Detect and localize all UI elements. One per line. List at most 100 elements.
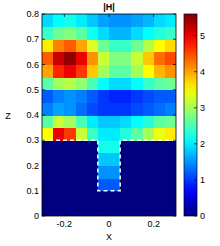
heat-cell (120, 102, 132, 115)
heat-cell (64, 115, 76, 128)
heat-cell (143, 27, 155, 40)
heat-cell (64, 27, 76, 40)
heat-cell (42, 52, 54, 65)
heat-cell (42, 27, 54, 40)
heat-cell (76, 14, 88, 27)
heat-cell (109, 102, 121, 115)
heat-cell (109, 90, 121, 103)
colorbar-tick (194, 143, 197, 144)
heat-cell (42, 178, 54, 191)
heat-cell (76, 77, 88, 90)
heat-cell (120, 203, 132, 216)
heat-cell (98, 39, 110, 52)
heat-cell (109, 178, 121, 191)
heat-cell (64, 14, 76, 27)
y-tick (173, 14, 176, 15)
heat-cell (165, 90, 176, 103)
heat-cell (64, 77, 76, 90)
y-tick-label: 0.1 (26, 186, 39, 196)
heat-cell (154, 166, 166, 179)
heat-cell (109, 153, 121, 166)
y-tick (173, 39, 176, 40)
heat-cell (64, 65, 76, 78)
heat-cell (165, 128, 176, 141)
heat-cell (87, 191, 99, 204)
colorbar-tick-label: 5 (200, 31, 205, 41)
heat-cell (76, 102, 88, 115)
y-tick (173, 64, 176, 65)
heat-cell (87, 102, 99, 115)
heat-cell (120, 115, 132, 128)
heat-cell (109, 115, 121, 128)
heat-cell (98, 203, 110, 216)
heat-cell (76, 178, 88, 191)
heat-cell (87, 178, 99, 191)
heat-cell (143, 178, 155, 191)
heat-cell (64, 203, 76, 216)
heat-cell (42, 77, 54, 90)
heat-cell (143, 52, 155, 65)
heat-cell (131, 52, 143, 65)
heat-cell (98, 153, 110, 166)
heat-cell (131, 77, 143, 90)
heat-cell (165, 27, 176, 40)
y-tick-label: 0.4 (26, 110, 39, 120)
heat-cell (87, 27, 99, 40)
heat-cell (53, 52, 65, 65)
heat-cell (143, 14, 155, 27)
heat-cell (53, 102, 65, 115)
y-tick (42, 140, 45, 141)
heat-cell (165, 203, 176, 216)
colorbar-tick (194, 35, 197, 36)
y-tick-label: 0.2 (26, 161, 39, 171)
heat-cell (76, 153, 88, 166)
heat-cell (131, 102, 143, 115)
colorbar-tick-label: 0 (200, 211, 205, 221)
heat-cell (143, 90, 155, 103)
heat-cell (53, 90, 65, 103)
colorbar-tick-label: 1 (200, 175, 205, 185)
outline (42, 140, 176, 191)
heat-cell (98, 178, 110, 191)
y-tick (42, 89, 45, 90)
colorbar-tick (194, 179, 197, 180)
heat-cell (120, 166, 132, 179)
heat-cell (109, 65, 121, 78)
y-tick (173, 190, 176, 191)
x-label: X (106, 232, 112, 242)
heat-cell (42, 128, 54, 141)
heat-cell (165, 39, 176, 52)
heat-cell (87, 52, 99, 65)
heat-cell (120, 52, 132, 65)
heat-cell (120, 178, 132, 191)
heat-cell (87, 65, 99, 78)
heat-cell (76, 27, 88, 40)
heat-cell (42, 191, 54, 204)
heat-cell (87, 115, 99, 128)
heat-cell (120, 65, 132, 78)
colorbar-tick (194, 107, 197, 108)
heat-cell (109, 27, 121, 40)
y-tick (42, 64, 45, 65)
heat-cell (42, 203, 54, 216)
heat-cell (98, 115, 110, 128)
y-tick (42, 39, 45, 40)
heat-cell (87, 128, 99, 141)
heat-cell (165, 102, 176, 115)
heat-cell (53, 203, 65, 216)
heat-cell (131, 14, 143, 27)
x-tick (109, 213, 110, 216)
heat-cell (143, 191, 155, 204)
heat-cell (87, 77, 99, 90)
heat-cell (64, 39, 76, 52)
heat-cell (42, 140, 54, 153)
heat-cell (165, 166, 176, 179)
heat-cell (76, 90, 88, 103)
heat-cell (131, 166, 143, 179)
heat-cell (131, 191, 143, 204)
heat-cell (154, 178, 166, 191)
colorbar-tick-label: 2 (200, 139, 205, 149)
heat-cell (154, 153, 166, 166)
heat-cell (154, 140, 166, 153)
heat-cell (76, 140, 88, 153)
